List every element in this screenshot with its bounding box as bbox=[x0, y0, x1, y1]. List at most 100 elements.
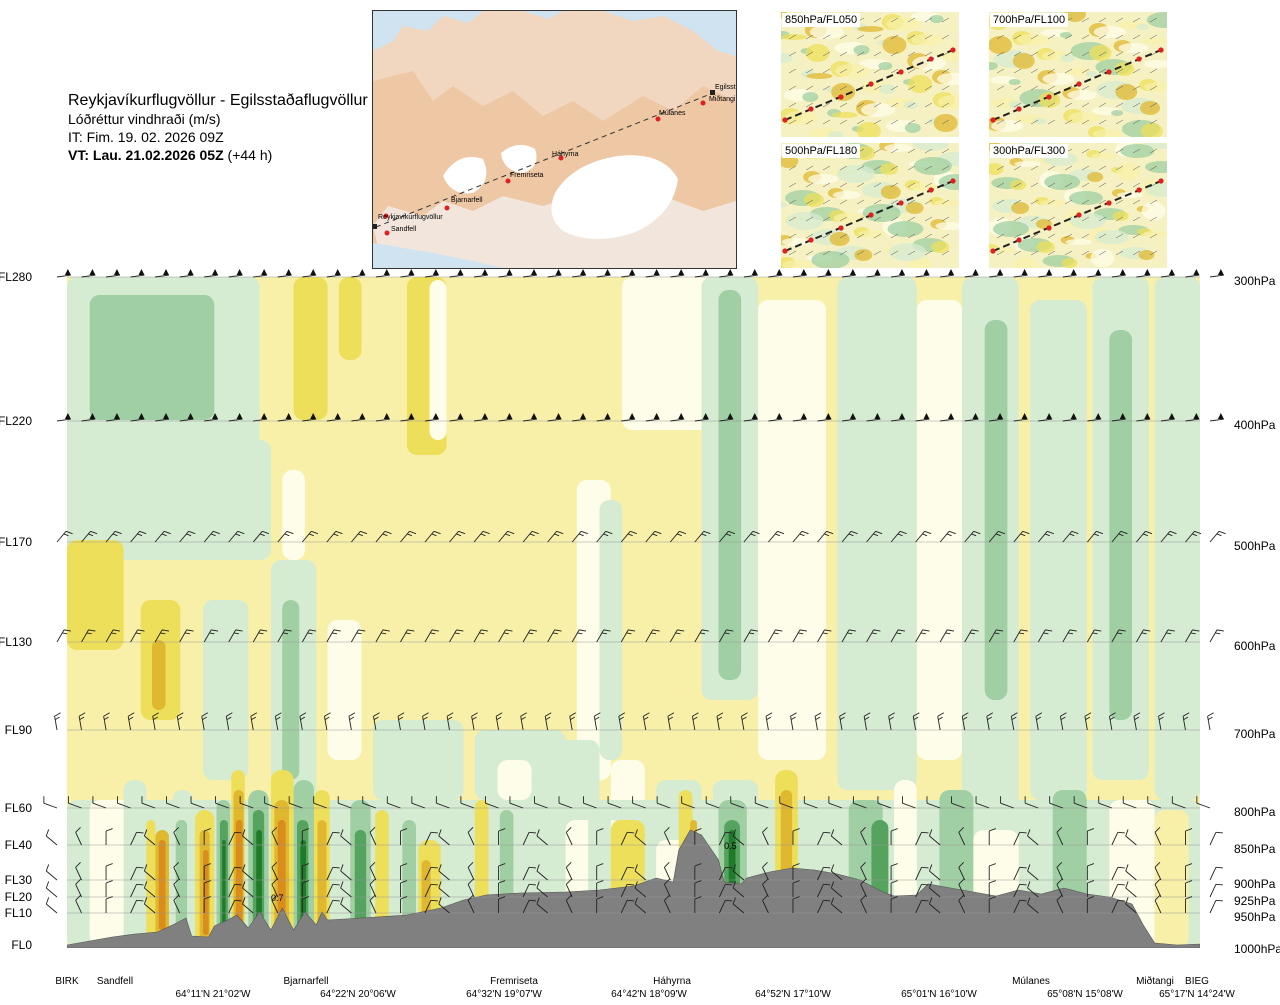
wind-barb bbox=[841, 629, 856, 643]
wind-barb bbox=[449, 629, 464, 643]
wind-barb bbox=[154, 629, 170, 643]
wind-barb bbox=[400, 413, 415, 422]
wind-barb bbox=[399, 828, 408, 845]
map-station-label: Miðtangi bbox=[709, 95, 736, 103]
wind-barb bbox=[1111, 866, 1125, 881]
wind-barb bbox=[351, 269, 366, 278]
waypoint-label: Múlanes bbox=[1012, 976, 1050, 987]
wind-barb bbox=[1154, 879, 1162, 898]
wind-barb bbox=[890, 530, 907, 543]
wind-barb bbox=[173, 827, 181, 846]
wind-barb bbox=[1013, 899, 1027, 914]
wind-barb bbox=[498, 863, 506, 880]
wind-barb bbox=[1185, 269, 1200, 278]
wind-barb bbox=[915, 269, 930, 278]
wind-barb bbox=[694, 269, 709, 278]
wind-barb bbox=[56, 413, 71, 422]
wind-barb bbox=[173, 895, 181, 914]
wind-barb bbox=[1111, 883, 1125, 898]
coordinate-label: 64°32'N 19°07'W bbox=[466, 989, 542, 1000]
wind-barb bbox=[718, 883, 733, 898]
wind-barb bbox=[323, 712, 331, 731]
inset-map-svg bbox=[989, 12, 1167, 137]
wind-barb bbox=[369, 879, 377, 898]
wind-barb bbox=[203, 880, 211, 897]
wind-barb bbox=[964, 269, 979, 278]
wind-barb bbox=[544, 712, 552, 731]
wind-barb bbox=[1013, 866, 1027, 881]
waypoint-label: Háhyrna bbox=[653, 976, 691, 987]
wind-barb bbox=[103, 712, 110, 731]
wind-barb bbox=[1086, 896, 1095, 913]
wind-barb bbox=[1196, 796, 1211, 809]
wind-barb bbox=[179, 530, 196, 543]
wind-barb bbox=[866, 413, 881, 422]
wind-barb bbox=[596, 413, 611, 422]
wind-barb bbox=[228, 883, 242, 898]
wind-barb bbox=[988, 629, 1004, 643]
wind-barb bbox=[522, 530, 539, 543]
wind-barb bbox=[498, 629, 513, 643]
wind-barb bbox=[792, 530, 809, 543]
wind-barb bbox=[242, 897, 254, 914]
wind-barb bbox=[190, 796, 205, 809]
field-cell bbox=[588, 800, 611, 900]
field-cell bbox=[327, 620, 362, 760]
wind-barb bbox=[634, 897, 647, 914]
wind-barb bbox=[961, 712, 969, 731]
wind-barb bbox=[571, 629, 587, 643]
wind-barb bbox=[1209, 831, 1223, 846]
wind-barb bbox=[56, 269, 71, 278]
field-cell bbox=[758, 300, 827, 760]
wind-barb bbox=[634, 864, 647, 881]
wind-barb bbox=[326, 629, 341, 643]
inset-map-svg bbox=[989, 143, 1167, 268]
field-cell bbox=[497, 760, 532, 800]
wind-barb bbox=[565, 827, 573, 846]
wind-barb bbox=[558, 796, 573, 809]
wind-barb bbox=[632, 796, 646, 809]
wind-barb bbox=[1209, 883, 1223, 898]
wind-barb bbox=[373, 712, 380, 731]
wind-barb bbox=[1111, 629, 1126, 643]
wind-barb bbox=[179, 629, 194, 643]
wind-barb bbox=[620, 629, 636, 643]
wind-barb bbox=[449, 413, 464, 422]
wind-barb bbox=[362, 796, 377, 809]
wind-barb bbox=[1209, 269, 1224, 278]
wind-barb bbox=[520, 712, 527, 731]
wind-barb bbox=[1037, 629, 1053, 643]
wind-barb bbox=[841, 530, 858, 543]
wind-barb bbox=[326, 899, 340, 914]
inset-label: 850hPa/FL050 bbox=[782, 13, 861, 27]
wind-barb bbox=[1062, 629, 1077, 643]
wind-barb bbox=[271, 827, 279, 846]
wind-barb bbox=[694, 629, 709, 643]
wind-barb bbox=[817, 883, 831, 898]
wind-barb bbox=[56, 629, 71, 643]
waypoint-label: Bjarnarfell bbox=[283, 976, 328, 987]
wind-barb bbox=[348, 712, 356, 731]
wind-barb bbox=[866, 530, 883, 543]
wind-barb bbox=[424, 530, 441, 543]
wind-barb bbox=[143, 829, 156, 846]
wind-barb bbox=[694, 413, 709, 422]
inset-map-svg bbox=[781, 12, 959, 137]
wind-barb bbox=[663, 895, 671, 914]
pressure-level-label: 700hPa bbox=[1234, 727, 1276, 741]
flight-level-label: FL0 bbox=[11, 938, 32, 952]
inset-map-700: 700hPa/FL100 bbox=[989, 12, 1167, 137]
wind-barb bbox=[681, 796, 695, 809]
wind-barb bbox=[645, 629, 660, 643]
wind-barb bbox=[498, 880, 506, 897]
wind-barb bbox=[645, 269, 660, 278]
wind-barb bbox=[340, 864, 352, 881]
flight-level-label: FL170 bbox=[0, 535, 32, 549]
wind-barb bbox=[768, 629, 783, 643]
wind-barb bbox=[522, 831, 537, 846]
wind-barb bbox=[130, 269, 145, 278]
wind-barb bbox=[596, 880, 604, 897]
wind-barb bbox=[669, 530, 687, 543]
wind-barb bbox=[762, 827, 769, 846]
wind-barb bbox=[743, 269, 758, 278]
